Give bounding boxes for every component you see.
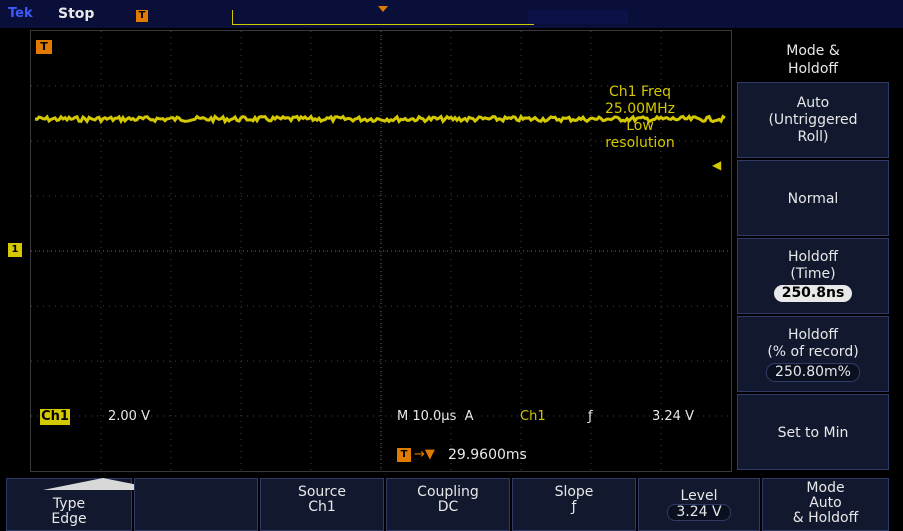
ch1-trace bbox=[34, 113, 726, 125]
set-to-min-button[interactable]: Set to Min bbox=[737, 394, 889, 470]
slope-button[interactable]: Slope ƒ bbox=[512, 478, 636, 531]
source-label: Source bbox=[297, 484, 347, 500]
coupling-value: DC bbox=[437, 499, 459, 515]
source-value: Ch1 bbox=[308, 499, 336, 515]
trigger-position-icon[interactable]: T bbox=[36, 40, 52, 54]
auto-sub1: (Untriggered bbox=[768, 112, 858, 128]
normal-button[interactable]: Normal bbox=[737, 160, 889, 236]
holdoff-pct-label: Holdoff bbox=[787, 327, 839, 343]
ch1-scale: 2.00 V bbox=[108, 409, 150, 424]
record-center-icon bbox=[378, 6, 388, 12]
side-menu-title: Mode & Holdoff bbox=[737, 38, 889, 80]
ch1-ground-marker[interactable]: 1 bbox=[8, 243, 22, 257]
coupling-label: Coupling bbox=[417, 484, 479, 500]
graticule-grid bbox=[31, 31, 731, 471]
meas-note-1: Low bbox=[626, 118, 654, 134]
type-button[interactable]: Type Edge bbox=[6, 478, 163, 531]
mode-line1: Mode bbox=[806, 480, 845, 496]
bottom-blank-button[interactable] bbox=[134, 478, 258, 531]
trigger-level-readout: 3.24 V bbox=[652, 409, 694, 424]
record-view-fill bbox=[528, 10, 628, 24]
mode-holdoff-button[interactable]: Mode Auto & Holdoff bbox=[762, 478, 889, 531]
waveform-display[interactable] bbox=[30, 30, 732, 472]
holdoff-time-label: Holdoff bbox=[787, 249, 839, 265]
normal-label: Normal bbox=[787, 191, 839, 207]
auto-sub2: Roll) bbox=[797, 129, 829, 145]
delay-value: 29.9600ms bbox=[448, 447, 527, 463]
side-title-line2: Holdoff bbox=[787, 61, 839, 77]
type-value: Edge bbox=[51, 511, 87, 527]
side-title-line1: Mode & bbox=[786, 43, 840, 59]
set-to-min-label: Set to Min bbox=[777, 425, 849, 441]
holdoff-pct-value: 250.80m% bbox=[766, 363, 860, 382]
coupling-button[interactable]: Coupling DC bbox=[386, 478, 510, 531]
source-button[interactable]: Source Ch1 bbox=[260, 478, 384, 531]
holdoff-pct-sub: (% of record) bbox=[767, 344, 859, 360]
trigger-level-arrow-icon: ◀ bbox=[712, 158, 722, 172]
holdoff-time-button[interactable]: Holdoff (Time) 250.8ns bbox=[737, 238, 889, 314]
record-view-bar bbox=[232, 10, 534, 25]
level-button[interactable]: Level 3.24 V bbox=[638, 478, 760, 531]
trigger-source-readout: Ch1 bbox=[520, 409, 546, 424]
meas-label: Ch1 Freq bbox=[609, 84, 671, 100]
type-label: Type bbox=[52, 496, 86, 512]
timebase-readout: M 10.0µs A bbox=[397, 409, 474, 424]
meas-note-2: resolution bbox=[605, 135, 675, 151]
slope-label: Slope bbox=[554, 484, 594, 500]
level-value: 3.24 V bbox=[667, 504, 731, 521]
delay-trigger-icon: T bbox=[397, 448, 411, 462]
holdoff-time-value: 250.8ns bbox=[773, 285, 853, 302]
meas-value: 25.00MHz bbox=[604, 101, 676, 117]
brand-logo: Tek bbox=[8, 6, 33, 21]
mode-line2: Auto bbox=[809, 495, 842, 511]
auto-roll-button[interactable]: Auto (Untriggered Roll) bbox=[737, 82, 889, 158]
delay-arrow-icon: →▼ bbox=[414, 447, 435, 462]
measurement-readout: Ch1 Freq 25.00MHz Low resolution bbox=[570, 84, 710, 152]
trigger-marker-icon: T bbox=[136, 10, 148, 22]
slope-value: ƒ bbox=[571, 499, 577, 515]
slope-icon: ƒ bbox=[588, 409, 593, 424]
auto-label: Auto bbox=[796, 95, 830, 111]
ch1-badge: Ch1 bbox=[40, 409, 70, 425]
run-state: Stop bbox=[58, 6, 95, 22]
mode-line3: & Holdoff bbox=[792, 510, 859, 526]
holdoff-percent-button[interactable]: Holdoff (% of record) 250.80m% bbox=[737, 316, 889, 392]
status-bar bbox=[0, 0, 903, 28]
level-label: Level bbox=[680, 488, 718, 504]
holdoff-time-sub: (Time) bbox=[790, 266, 836, 282]
